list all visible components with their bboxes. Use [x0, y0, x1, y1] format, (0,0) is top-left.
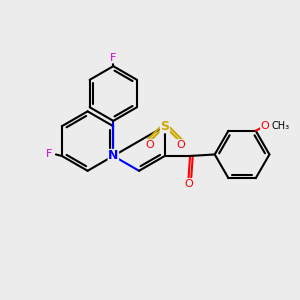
Text: O: O — [184, 179, 193, 189]
Text: S: S — [160, 120, 169, 133]
Text: N: N — [108, 149, 119, 162]
Text: F: F — [46, 149, 52, 160]
Text: O: O — [145, 140, 154, 150]
Text: F: F — [110, 53, 116, 63]
Text: O: O — [261, 121, 269, 131]
Text: CH₃: CH₃ — [272, 121, 290, 131]
Text: O: O — [176, 140, 184, 150]
